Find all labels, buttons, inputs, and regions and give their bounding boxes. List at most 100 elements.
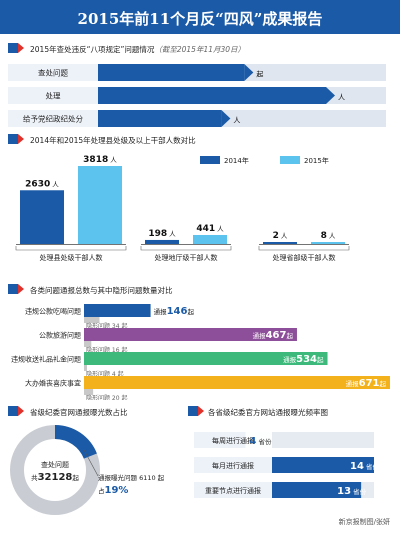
legend-swatch-0 [200, 156, 220, 164]
report-number: 671 [359, 378, 380, 389]
report-value-3: 通报671起 [346, 378, 387, 389]
group-bracket [15, 246, 127, 251]
section-chevron-icon [8, 134, 24, 144]
share-line: 占19% [98, 485, 128, 496]
report-bar-3 [84, 376, 390, 389]
hidden-value-0: 隐形问题 34 起 [86, 322, 127, 330]
category-label-0: 处理县处级干部人数 [40, 253, 103, 262]
bar-value: 2630 人 [25, 179, 59, 189]
bar-arrow [326, 87, 335, 104]
hidden-bar-1 [84, 341, 92, 347]
bar-2-0 [263, 242, 297, 244]
bar-label-bg [8, 64, 98, 81]
report-unit: 起 [286, 332, 293, 340]
bar-label-bg [8, 110, 98, 127]
group-bracket [258, 246, 350, 251]
report-value-1: 通报467起 [253, 330, 294, 341]
report-unit: 起 [317, 356, 324, 364]
report-bar-0 [84, 304, 151, 317]
donut-exposed-slice [10, 425, 100, 515]
bar-unit: 人 [167, 230, 176, 238]
bar-value: 441 人 [196, 224, 224, 234]
hidden-value-1: 隐形问题 16 起 [86, 346, 127, 354]
category-label-0: 违规公款吃喝问题 [25, 307, 81, 316]
freq-label-bg [194, 457, 272, 473]
category-label-3: 大办婚丧喜庆事宜 [25, 379, 81, 388]
bar-0-0 [20, 190, 64, 244]
summary-bar-chart: 查处问题起起处理人人给予党纪政纪处分人人 [8, 64, 386, 127]
bar-value-1: 人 [338, 94, 345, 102]
section2-title: 2014年和2015年处理县处级及以上干部人数对比 [30, 136, 196, 145]
share-value: 19% [105, 485, 129, 496]
donut-unit: 起 [72, 474, 79, 482]
bar-unit: 人 [327, 232, 336, 240]
report-number: 467 [266, 330, 287, 341]
bar-value-0: 起 [256, 71, 263, 79]
exposed-line: 通报曝光问题 6110 起 [98, 473, 165, 482]
donut-center-label: 查处问题 [41, 460, 69, 469]
hidden-value-3: 隐形问题 20 起 [86, 394, 127, 400]
title-banner [0, 0, 400, 34]
section4-title: 省级纪委官网通报曝光数占比 [30, 408, 128, 417]
freq-value-0: 4 省份 [249, 436, 272, 447]
section1-note: （截至2015年11月30日） [154, 45, 246, 54]
bar-value: 8 人 [321, 231, 336, 241]
bar-arrow [221, 110, 231, 127]
bar-1-1 [193, 234, 227, 244]
section-chevron-icon [8, 43, 24, 53]
bar-1-0 [145, 239, 179, 244]
section-chevron-icon [8, 284, 24, 294]
freq-unit: 省份 [364, 462, 380, 471]
section-chevron-icon [8, 406, 24, 416]
category-label-1: 公款旅游问题 [39, 331, 81, 340]
freq-unit: 省份 [351, 487, 367, 496]
bar-value: 2 人 [273, 231, 288, 241]
section1-title: 2015年查处违反“八项规定”问题情况（截至2015年11月30日） [30, 44, 245, 55]
bar-2-1 [311, 242, 345, 244]
bar-unit: 人 [279, 232, 288, 240]
bar-unit: 人 [50, 180, 59, 188]
freq-unit: 省份 [256, 437, 272, 446]
freq-label-2: 重要节点进行通报 [205, 486, 261, 495]
donut-hole [25, 440, 85, 500]
bar-unit: 人 [215, 225, 224, 233]
bar-label-1: 处理 [46, 91, 61, 101]
report-number: 146 [167, 306, 188, 317]
category-label-2: 违规收送礼品礼金问题 [11, 355, 81, 364]
report-bar-2 [84, 352, 328, 365]
legend-swatch-1 [280, 156, 300, 164]
freq-label-0: 每周进行通报 [212, 436, 254, 445]
donut-total: 32128 [38, 472, 73, 483]
hidden-bar-2 [84, 365, 87, 371]
section1-title-text: 2015年查处违反“八项规定”问题情况 [30, 45, 155, 54]
category-label-2: 处理省部级干部人数 [273, 253, 336, 262]
freq-label-bg [194, 482, 272, 498]
bar-label-0: 查处问题 [38, 68, 68, 78]
hidden-value-2: 隐形问题 4 起 [86, 370, 124, 378]
bar-arrow [244, 64, 254, 81]
donut-center-value: 共32128起 [31, 472, 79, 483]
bar-unit: 人 [338, 94, 345, 102]
report-unit: 起 [187, 308, 194, 316]
bar-value: 3818 人 [83, 155, 117, 165]
hidden-bar-0 [84, 317, 100, 323]
bar-unit: 起 [256, 71, 263, 79]
bar-unit: 人 [108, 156, 117, 164]
freq-label-1: 每月进行通报 [212, 461, 254, 470]
credit: 新京报制图/张妍 [338, 518, 390, 526]
section-chevron-icon [188, 406, 204, 416]
bar-value: 198 人 [148, 229, 176, 239]
bar-label-2: 给予党纪政纪处分 [23, 114, 83, 124]
bar-value-2: 人 [233, 117, 240, 125]
legend-label-1: 2015年 [304, 156, 329, 165]
page-title: 2015年前11个月反“四风”成果报告 [77, 10, 323, 28]
freq-value-2: 13 省份 [337, 486, 366, 497]
hidden-bar-3 [84, 389, 94, 395]
bar-label-bg [8, 87, 98, 104]
report-number: 534 [296, 354, 317, 365]
report-value-2: 通报534起 [283, 354, 324, 365]
